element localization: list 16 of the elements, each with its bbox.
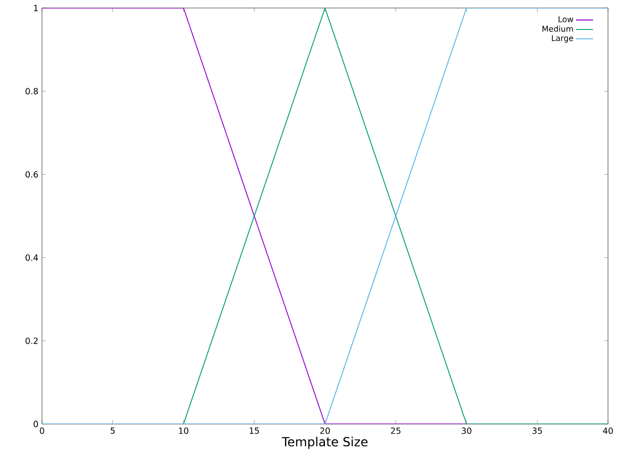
y-tick-label: 0 [34,420,38,428]
x-tick-label: 10 [179,428,188,434]
x-tick-label: 0 [40,428,44,434]
x-tick-label: 20 [320,428,330,434]
x-axis-title: Template Size [282,436,368,449]
y-tick-label: 0.2 [26,338,38,344]
x-tick-label: 15 [250,428,259,434]
x-tick-label: 25 [390,428,400,434]
x-tick-label: 35 [532,428,542,434]
x-tick-label: 40 [603,428,613,434]
y-tick-label: 0.4 [26,254,38,261]
y-tick-label: 0.8 [26,88,38,94]
y-tick-label: 0.6 [26,171,38,178]
x-tick-label: 5 [110,428,115,434]
x-tick-label: 30 [462,428,472,434]
y-tick-label: 1 [34,4,38,12]
